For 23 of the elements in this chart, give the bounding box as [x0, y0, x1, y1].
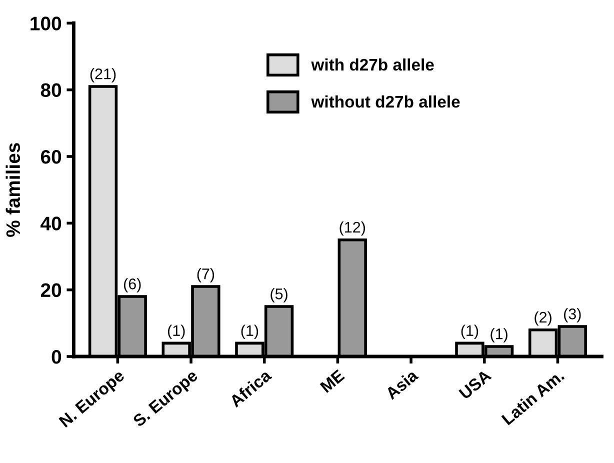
x-tick-label: USA	[458, 368, 492, 400]
annotation: (1)	[461, 324, 478, 339]
legend-label: without d27b allele	[311, 95, 460, 108]
annotation: (12)	[340, 221, 366, 236]
legend-label: with d27b allele	[311, 58, 434, 71]
y-tick-label: 60	[40, 150, 62, 164]
y-tick-label: 20	[40, 283, 62, 298]
annotation: (1)	[168, 324, 185, 339]
y-axis-title: % families	[6, 143, 20, 237]
annotation: (3)	[564, 308, 581, 322]
annotation: (1)	[490, 328, 508, 342]
y-tick-label: 40	[40, 216, 62, 230]
x-tick-label: Asia	[384, 368, 419, 400]
annotation: (2)	[534, 311, 552, 326]
y-tick-label: 100	[30, 16, 62, 30]
annotation: (6)	[124, 278, 141, 292]
x-tick-label: ME	[320, 369, 345, 393]
y-tick-label: 80	[40, 83, 62, 98]
y-tick-label: 0	[52, 350, 62, 364]
annotation: (1)	[241, 324, 258, 339]
annotation: (5)	[270, 288, 288, 302]
annotation: (21)	[90, 68, 116, 82]
annotation: (7)	[197, 268, 214, 282]
